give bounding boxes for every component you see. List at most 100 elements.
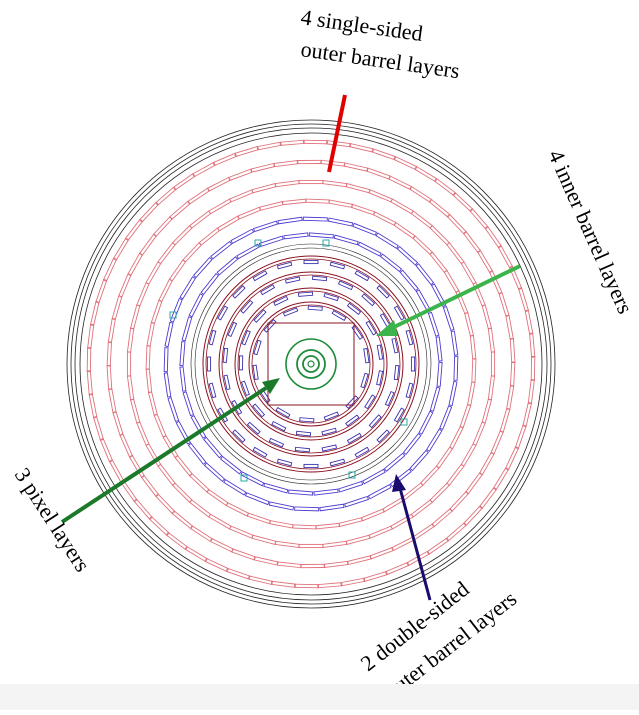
outer-single-module — [490, 430, 504, 455]
outer-double-module — [175, 420, 192, 445]
outer-double-module — [357, 241, 382, 257]
inner-barrel-module — [241, 330, 251, 346]
outer-single-module — [138, 201, 160, 223]
outer-single-module — [145, 261, 162, 285]
outer-single-module — [469, 208, 489, 230]
outer-single-module — [481, 398, 493, 424]
inner-barrel-ring — [202, 255, 420, 473]
inner-barrel-module — [307, 305, 323, 311]
inner-barrel-ring — [218, 271, 404, 457]
outer-double-module — [203, 462, 226, 483]
outer-single-module — [452, 191, 474, 213]
outer-double-module — [313, 488, 339, 496]
outer-single-module — [148, 515, 170, 537]
inner-barrel-ring — [248, 301, 374, 427]
outer-single-module — [517, 287, 530, 313]
outer-single-module — [322, 179, 348, 188]
outer-single-module — [343, 162, 369, 172]
outer-double-module — [302, 216, 328, 222]
outer-double-module — [396, 245, 419, 266]
outer-single-module — [325, 140, 352, 148]
outer-double-module — [203, 436, 223, 459]
inner-barrel-module — [365, 320, 377, 336]
inner-barrel-module — [351, 325, 364, 340]
beam-pipe — [307, 360, 315, 368]
outer-double-module — [338, 480, 364, 493]
outer-single-module — [136, 421, 150, 446]
outer-single-module — [429, 482, 450, 503]
outer-double-module — [442, 306, 455, 331]
inner-barrel-module — [321, 444, 338, 452]
outer-single-module — [169, 200, 191, 220]
outer-single-module — [340, 577, 366, 587]
outer-single-module — [108, 388, 117, 414]
outer-single-module — [172, 225, 193, 246]
inner-barrel-module — [354, 270, 370, 282]
inner-barrel-module — [405, 382, 414, 399]
inner-barrel-module — [253, 309, 267, 323]
outer-frame-ring — [74, 127, 548, 601]
outer-single-module — [315, 522, 340, 530]
outer-single-module — [189, 499, 212, 518]
outer-single-module — [148, 391, 158, 416]
outer-single-module — [259, 201, 284, 211]
inner-barrel-module — [238, 355, 244, 371]
outer-single-label-line2: outer barrel layers — [299, 36, 461, 83]
outer-double-module — [253, 220, 278, 233]
inner-barrel-module — [303, 259, 319, 265]
inner-barrel-module — [345, 395, 359, 409]
outer-double-module — [402, 432, 422, 456]
inner-barrel-module — [217, 305, 229, 321]
outer-single-module — [371, 148, 397, 161]
outer-single-module — [209, 537, 234, 553]
outer-single-module — [412, 235, 433, 255]
outer-single-module — [152, 216, 173, 238]
outer-single-module — [124, 218, 144, 242]
outer-single-module — [95, 278, 108, 304]
outer-single-module — [443, 270, 460, 293]
outer-double-module — [450, 330, 459, 356]
inner-barrel-module — [240, 299, 254, 314]
detector-layers — [66, 119, 556, 609]
outer-single-module — [106, 364, 113, 390]
outer-single-module — [208, 513, 232, 530]
outer-single-module — [270, 580, 297, 588]
inner-barrel-module — [345, 414, 360, 427]
outer-double-module — [268, 501, 295, 511]
outer-double-module — [308, 232, 334, 239]
support-bracket — [400, 418, 408, 426]
inner-barrel-label: 4 inner barrel layers — [543, 146, 638, 317]
outer-double-module — [179, 341, 186, 367]
inner-barrel-module — [329, 458, 346, 467]
outer-single-module — [487, 327, 496, 353]
bottom-strip — [0, 684, 639, 710]
outer-single-module — [165, 531, 189, 551]
inner-barrel-module — [323, 292, 339, 302]
inner-barrel-module — [206, 356, 212, 372]
outer-single-module — [435, 446, 454, 469]
outer-single-module — [198, 227, 220, 246]
outer-single-module — [382, 496, 405, 513]
outer-single-module — [426, 537, 450, 556]
inner-barrel-module — [282, 307, 299, 317]
inner-barrel-module — [252, 270, 268, 282]
inner-barrel-module — [311, 275, 328, 282]
outer-single-module — [126, 351, 132, 377]
outer-single-module — [119, 433, 134, 458]
outer-single-module — [429, 225, 450, 246]
outer-double-module — [187, 442, 207, 465]
outer-single-module — [237, 206, 262, 220]
outer-double-module — [344, 495, 369, 508]
outer-single-module — [155, 186, 177, 206]
inner-barrel-ring — [251, 304, 371, 424]
outer-single-module — [253, 556, 279, 566]
outer-single-module — [111, 295, 123, 321]
inner-barrel-module — [368, 414, 382, 429]
outer-single-module — [274, 540, 300, 549]
outer-single-module — [467, 381, 476, 406]
outer-single-module — [478, 451, 495, 476]
outer-double-module — [439, 405, 453, 431]
outer-single-module — [498, 291, 510, 318]
outer-single-module — [157, 242, 176, 265]
inner-barrel-module — [294, 446, 311, 453]
